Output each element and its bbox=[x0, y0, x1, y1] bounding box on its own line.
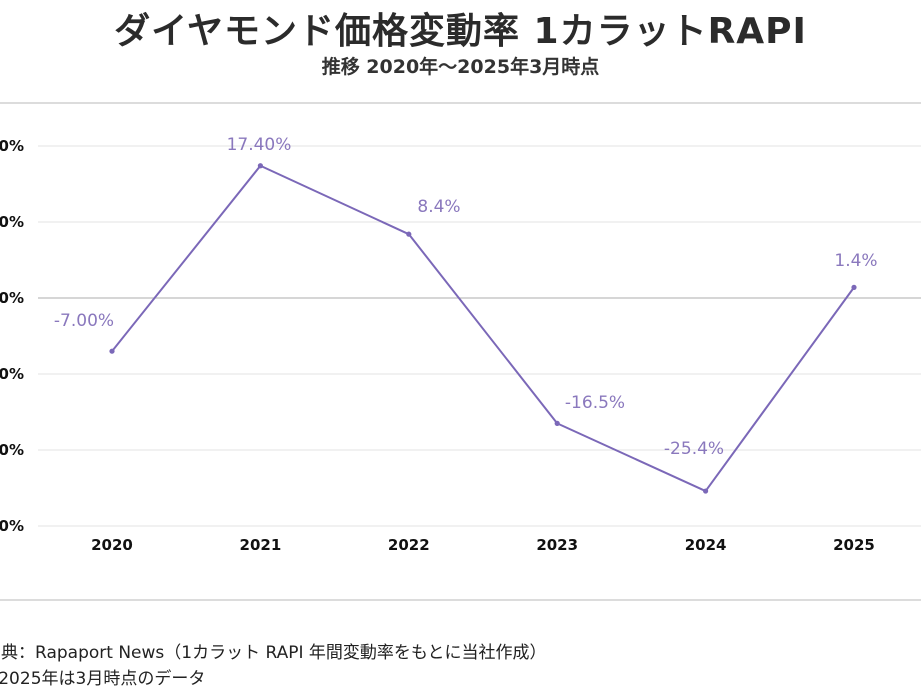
x-tick-label: 2024 bbox=[685, 536, 727, 554]
line-chart: 0% 0% 0% 0% 0% 0% 2020 2021 2022 2023 2024 2025 -7.0… bbox=[0, 135, 921, 554]
x-tick-label: 2025 bbox=[833, 536, 875, 554]
data-point bbox=[851, 284, 857, 290]
chart-title: ダイヤモンド価格変動率 1カラットRAPI bbox=[114, 11, 807, 52]
data-label: 1.4% bbox=[834, 251, 877, 271]
data-label: -7.00% bbox=[54, 311, 114, 331]
top-divider bbox=[0, 102, 921, 104]
x-tick-label: 2020 bbox=[91, 536, 133, 554]
data-point bbox=[703, 488, 709, 494]
data-label: -25.4% bbox=[664, 439, 724, 459]
data-point bbox=[109, 348, 115, 354]
x-tick-label: 2022 bbox=[388, 536, 430, 554]
x-tick-label: 2023 bbox=[536, 536, 578, 554]
bottom-divider bbox=[0, 599, 921, 601]
series-line bbox=[111, 164, 855, 493]
data-point bbox=[554, 420, 560, 426]
data-label: 8.4% bbox=[417, 197, 460, 217]
x-tick-label: 2021 bbox=[240, 536, 282, 554]
y-tick-label: 0% bbox=[0, 441, 24, 459]
data-point bbox=[257, 163, 263, 169]
y-tick-label: 0% bbox=[0, 137, 24, 155]
source-note: 出典：Rapaport News（1カラット RAPI 年間変動率をもとに当社作… bbox=[0, 643, 547, 663]
data-note: ※2025年は3月時点のデータ bbox=[0, 669, 206, 689]
y-tick-label: 0% bbox=[0, 365, 24, 383]
y-tick-label: 0% bbox=[0, 517, 24, 535]
data-label: -16.5% bbox=[565, 393, 625, 413]
data-label: 17.40% bbox=[227, 135, 292, 155]
chart-subtitle: 推移 2020年〜2025年3月時点 bbox=[321, 56, 600, 78]
y-tick-label: 0% bbox=[0, 213, 24, 231]
data-point bbox=[406, 231, 412, 237]
y-tick-label: 0% bbox=[0, 289, 24, 307]
